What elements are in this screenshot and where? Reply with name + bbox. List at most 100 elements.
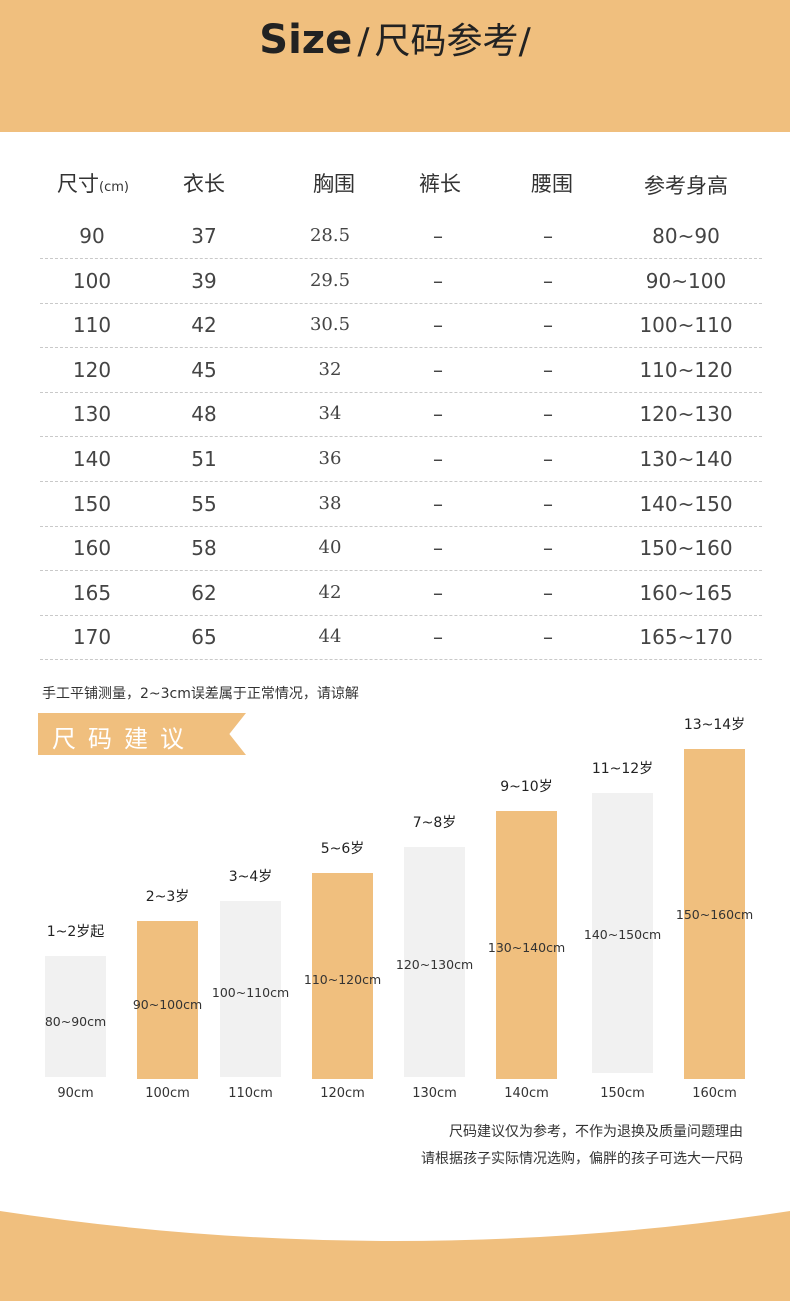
cell-height: 140~150 — [639, 491, 733, 516]
cell-pants: – — [433, 224, 443, 248]
cell-waist: – — [543, 447, 553, 471]
cell-chest: 42 — [318, 581, 342, 603]
bar-age-label: 5~6岁 — [320, 841, 365, 857]
cell-waist: – — [543, 580, 553, 605]
size-bar — [496, 811, 557, 1079]
measure-note: 手工平铺测量，2~3cm误差属于正常情况，请谅解 — [42, 686, 359, 702]
size-bar — [45, 956, 106, 1077]
cell-height: 130~140 — [639, 447, 733, 471]
cell-length: 58 — [191, 536, 217, 561]
cell-height: 150~160 — [639, 536, 733, 561]
cell-pants: – — [433, 268, 443, 293]
cell-length: 55 — [191, 491, 217, 516]
cell-waist: – — [543, 224, 553, 248]
bar-size-label: 120cm — [320, 1086, 365, 1101]
cell-size: 165 — [72, 580, 112, 605]
bar-size-label: 100cm — [145, 1086, 190, 1101]
title-en: Size — [259, 17, 353, 63]
table-row: 165 62 42 – – 160~165 — [40, 571, 762, 616]
table-row: 130 48 34 – – 120~130 — [40, 392, 762, 438]
cell-pants: – — [433, 536, 443, 561]
header-size-label: 尺寸 — [57, 172, 100, 196]
cell-height: 80~90 — [652, 224, 720, 248]
cell-size: 110 — [72, 313, 112, 338]
bar-age-label: 11~12岁 — [591, 761, 654, 777]
cell-waist: – — [543, 536, 553, 561]
table-row: 170 65 44 – – 165~170 — [40, 615, 762, 661]
size-bar — [592, 793, 653, 1073]
cell-waist: – — [543, 357, 553, 382]
bar-size-label: 90cm — [57, 1086, 94, 1101]
cell-height: 90~100 — [645, 268, 727, 293]
cell-length: 48 — [191, 402, 217, 427]
cell-waist: – — [543, 625, 553, 650]
size-bar — [220, 901, 281, 1077]
bottom-curve-band — [0, 1211, 790, 1301]
cell-size: 120 — [72, 357, 112, 382]
table-row: 90 37 28.5 – – 80~90 — [40, 214, 762, 259]
bar-age-label: 9~10岁 — [500, 779, 553, 795]
header-height: 参考身高 — [644, 174, 728, 198]
table-row: 120 45 32 – – 110~120 — [40, 348, 762, 393]
header-band — [0, 0, 790, 132]
cell-length: 37 — [191, 224, 217, 248]
cell-size: 90 — [79, 224, 105, 248]
cell-size: 100 — [72, 268, 112, 293]
table-row: 140 51 36 – – 130~140 — [40, 437, 762, 482]
table-row: 160 58 40 – – 150~160 — [40, 526, 762, 572]
bar-age-label: 1~2岁起 — [46, 924, 105, 940]
suggest-title: 尺码建议 — [52, 725, 196, 753]
size-bar — [137, 921, 198, 1079]
title-sep: / — [357, 21, 370, 62]
cell-size: 160 — [72, 536, 112, 561]
bar-range-label: 140~150cm — [583, 927, 662, 943]
cell-length: 51 — [191, 447, 217, 471]
cell-chest: 34 — [318, 403, 342, 425]
bar-size-label: 110cm — [228, 1086, 273, 1101]
header-chest: 胸围 — [313, 172, 355, 196]
header-length: 衣长 — [183, 172, 225, 196]
cell-waist: – — [543, 268, 553, 293]
cell-chest: 40 — [318, 537, 342, 559]
cell-length: 45 — [191, 357, 217, 382]
cell-pants: – — [433, 357, 443, 382]
size-bar — [404, 847, 465, 1077]
cell-chest: 28.5 — [309, 225, 351, 246]
bar-range-label: 80~90cm — [44, 1014, 107, 1030]
table-row: 100 39 29.5 – – 90~100 — [40, 259, 762, 304]
bar-age-label: 7~8岁 — [412, 815, 457, 831]
page-title: Size / 尺码参考/ — [0, 12, 790, 64]
cell-length: 65 — [191, 625, 217, 650]
cell-chest: 36 — [318, 448, 342, 469]
cell-waist: – — [543, 491, 553, 516]
cell-size: 140 — [72, 447, 112, 471]
cell-size: 170 — [72, 625, 112, 650]
cell-chest: 30.5 — [309, 314, 351, 336]
cell-height: 120~130 — [639, 402, 733, 427]
cell-chest: 32 — [318, 358, 342, 380]
header-pants: 裤长 — [419, 172, 461, 196]
suggest-ribbon: 尺码建议 — [38, 713, 246, 755]
header-waist: 腰围 — [531, 172, 573, 196]
bar-age-label: 3~4岁 — [228, 869, 273, 885]
ref-note-1: 尺码建议仅为参考，不作为退换及质量问题理由 — [449, 1124, 743, 1140]
cell-waist: – — [543, 313, 553, 338]
cell-chest: 29.5 — [309, 269, 351, 291]
bar-age-label: 13~14岁 — [683, 717, 746, 733]
bar-range-label: 150~160cm — [675, 907, 754, 923]
bar-range-label: 100~110cm — [211, 985, 290, 1001]
cell-waist: – — [543, 402, 553, 427]
title-end: / — [518, 21, 531, 62]
bar-range-label: 120~130cm — [395, 957, 474, 973]
cell-pants: – — [433, 491, 443, 516]
cell-height: 110~120 — [639, 357, 733, 382]
cell-height: 165~170 — [639, 625, 733, 650]
bar-size-label: 130cm — [412, 1086, 457, 1101]
size-bar — [684, 749, 745, 1079]
cell-length: 42 — [191, 313, 217, 338]
cell-height: 100~110 — [639, 313, 733, 338]
header-size-unit: (cm) — [99, 180, 129, 195]
bar-age-label: 2~3岁 — [145, 889, 190, 905]
cell-chest: 44 — [318, 626, 342, 648]
table-row: 150 55 38 – – 140~150 — [40, 482, 762, 527]
